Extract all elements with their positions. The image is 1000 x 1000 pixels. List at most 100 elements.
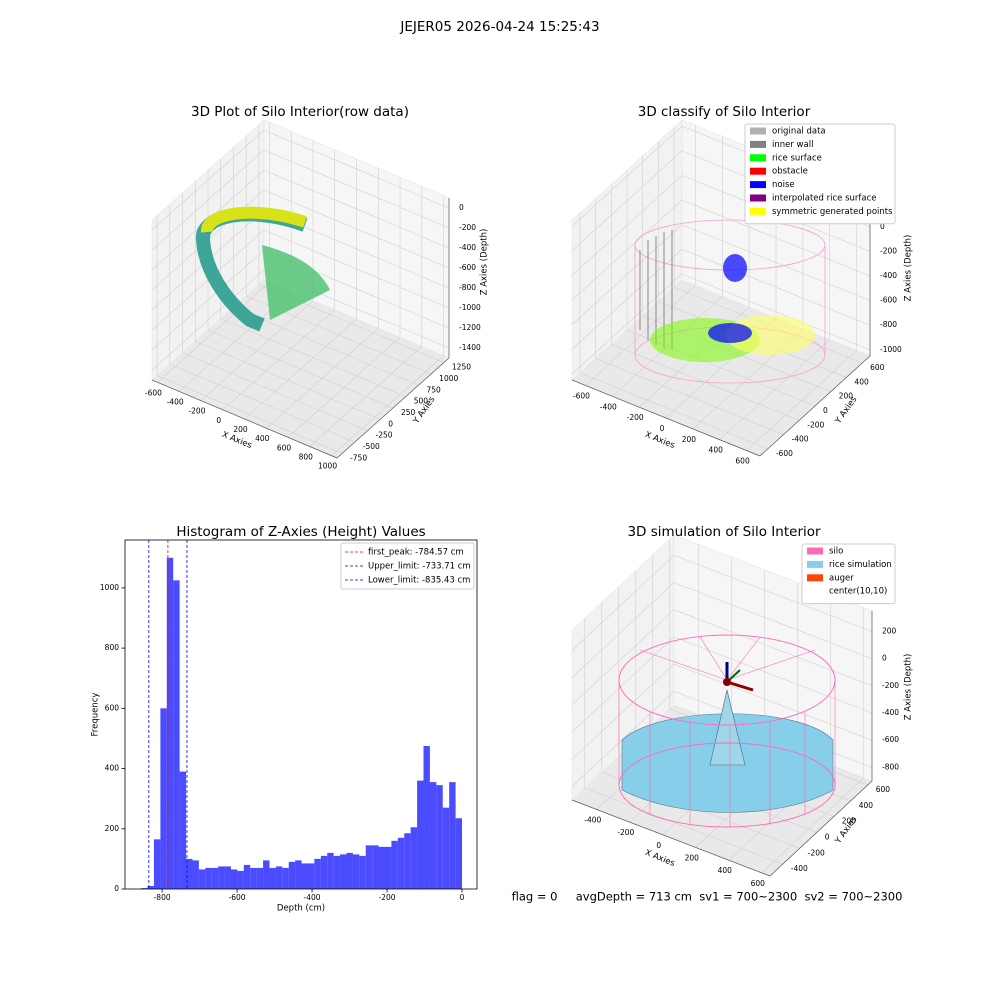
tick-label: 600	[876, 785, 891, 794]
tick-label: 500	[414, 397, 429, 406]
tick-label: 600	[277, 443, 292, 452]
tick-label: 0	[216, 416, 221, 425]
grid-line	[220, 318, 406, 397]
bar	[449, 782, 456, 889]
grid-line	[151, 249, 265, 351]
bar	[340, 854, 347, 889]
tick-label: 200	[842, 817, 857, 826]
bar	[205, 867, 212, 889]
grid-line	[571, 609, 675, 706]
bar	[160, 708, 167, 889]
grid-line	[571, 582, 675, 678]
legend-label: interpolated rice surface	[772, 194, 877, 204]
bar	[179, 771, 187, 889]
tick-label: -200	[617, 828, 634, 837]
y-tick-label: 600	[105, 703, 120, 712]
legend-label: silo	[829, 547, 843, 557]
bar	[333, 855, 341, 889]
grid-line	[151, 129, 265, 231]
legend-label: Upper_limit: -733.71 cm	[368, 562, 471, 572]
tick-label: 250	[401, 408, 416, 417]
legend-box	[340, 542, 475, 590]
grid-line	[263, 169, 450, 249]
legend-label: rice simulation	[829, 560, 892, 570]
status-footer: flag = 0 avgDepth = 713 cm sv1 = 700~230…	[512, 890, 903, 904]
tick-label: 0	[660, 424, 665, 433]
axis-line	[759, 355, 871, 457]
grid-line	[151, 149, 265, 251]
z-axis-label: Z Axies (Depth)	[904, 654, 914, 721]
grid-line	[673, 636, 873, 714]
grid-line	[571, 636, 675, 733]
grid-line	[681, 248, 871, 326]
tick-label: -400	[791, 864, 808, 873]
axis-line	[571, 379, 761, 457]
tick-label: -1400	[459, 343, 481, 352]
bar	[391, 840, 398, 889]
bar	[423, 745, 430, 889]
bar	[224, 866, 231, 889]
tick-label: -500	[363, 442, 380, 451]
grid-line	[263, 149, 450, 229]
bar	[397, 837, 405, 889]
bar	[307, 863, 315, 889]
tick-label: 600	[735, 457, 750, 466]
grid-line	[584, 787, 783, 865]
tick-label: -800	[880, 320, 897, 329]
grid-line	[207, 329, 394, 409]
grid-line	[673, 609, 873, 687]
grid-line	[595, 358, 784, 435]
legend-swatch	[750, 140, 766, 148]
grid-line	[571, 199, 683, 301]
tick-label: 600	[870, 363, 885, 372]
grid-line	[263, 229, 450, 309]
bar	[186, 858, 193, 889]
tick-label: 200	[685, 854, 700, 863]
bar	[295, 860, 302, 889]
bar	[192, 860, 199, 889]
tick-label: 400	[859, 801, 874, 810]
tick-label: -400	[882, 708, 899, 717]
bar	[301, 863, 308, 889]
tick-label: -400	[600, 402, 617, 411]
bar	[378, 846, 386, 889]
y-tick-label: 200	[105, 824, 120, 833]
bar	[385, 846, 392, 889]
bar	[141, 888, 148, 889]
bar	[275, 866, 283, 889]
tick-label: 750	[426, 385, 441, 394]
tick-label: -600	[880, 296, 897, 305]
legend-swatch	[750, 167, 766, 175]
tick-label: -400	[792, 435, 809, 444]
bar	[250, 867, 257, 889]
y-tick-label: 1000	[100, 583, 119, 592]
bar	[327, 852, 334, 889]
x-tick-label: -200	[379, 893, 396, 902]
y-tick-label: 400	[105, 764, 120, 773]
grid-line	[233, 306, 419, 386]
tick-label: -600	[145, 388, 162, 397]
bar	[230, 869, 238, 889]
bar	[436, 785, 443, 889]
tick-label: -400	[584, 816, 601, 825]
bar	[455, 818, 463, 889]
bar	[211, 867, 219, 889]
tick-label: -200	[188, 407, 205, 416]
grid-line	[169, 363, 355, 443]
grid-line	[681, 224, 871, 301]
z-axis-label: Z Axies (Depth)	[904, 235, 914, 302]
chart-title: 3D simulation of Silo Interior	[627, 524, 821, 540]
x-axis-label: X Axies	[643, 430, 676, 451]
decor-classify-cloud	[634, 219, 826, 384]
grid-line	[156, 375, 343, 454]
bar	[429, 782, 437, 889]
chart-title: 3D classify of Silo Interior	[638, 104, 811, 120]
bar	[166, 557, 174, 889]
tick-label: 0	[459, 203, 464, 212]
decor-raw-cloud	[196, 206, 330, 332]
tick-label: 200	[233, 425, 248, 434]
tick-label: -750	[350, 453, 367, 462]
tick-label: -250	[376, 431, 393, 440]
grid-line	[263, 189, 450, 269]
x-axis-label: Depth (cm)	[277, 904, 325, 914]
